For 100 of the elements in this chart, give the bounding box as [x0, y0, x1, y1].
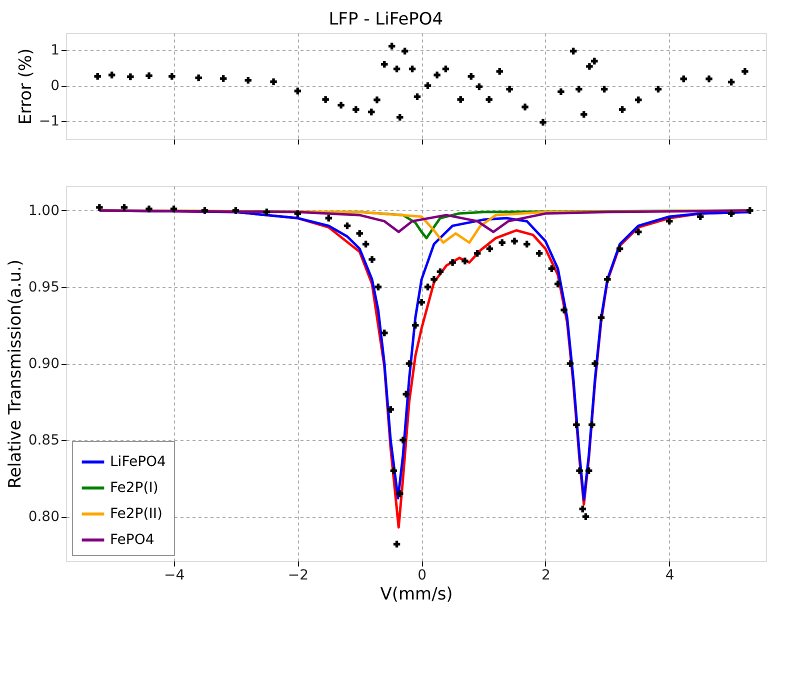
point: [582, 513, 590, 520]
point: [424, 82, 432, 89]
point: [294, 210, 302, 217]
point: [412, 322, 419, 329]
point: [406, 360, 413, 367]
point: [436, 268, 444, 276]
y-axis-title: Relative Transmission(a.u.): [5, 259, 26, 489]
y-tick-label: 0.85: [28, 432, 60, 449]
point: [449, 259, 456, 266]
point: [696, 213, 704, 220]
point: [511, 238, 518, 244]
x-tick-label: −2: [288, 568, 308, 584]
point: [635, 96, 642, 104]
point: [742, 68, 748, 75]
point: [381, 60, 388, 68]
point: [666, 218, 673, 225]
y-tick-label: 0.90: [28, 356, 60, 372]
point: [496, 68, 503, 75]
point: [540, 118, 546, 126]
point: [168, 73, 176, 80]
legend-label: LiFePO4: [110, 454, 166, 470]
point: [356, 230, 363, 237]
point: [414, 93, 421, 100]
point: [390, 467, 398, 474]
point: [362, 240, 370, 248]
legend-label: FePO4: [110, 532, 154, 548]
point: [146, 72, 152, 80]
point: [580, 111, 588, 118]
point: [402, 390, 410, 398]
point: [418, 298, 425, 306]
point: [201, 207, 208, 214]
point: [486, 245, 494, 252]
point: [96, 204, 103, 211]
point: [322, 96, 329, 103]
point: [195, 74, 202, 82]
point: [220, 75, 227, 82]
point: [616, 245, 624, 252]
point: [263, 208, 270, 216]
point: [388, 42, 396, 50]
chart-title: LFP - LiFePO4: [328, 10, 444, 30]
point: [352, 106, 360, 113]
point: [108, 72, 116, 78]
y-tick-label: −1: [38, 114, 60, 130]
y-tick-label: 1.00: [28, 202, 60, 219]
point: [120, 204, 128, 211]
point: [462, 258, 468, 264]
point: [434, 72, 440, 78]
point: [706, 76, 712, 82]
point: [468, 73, 474, 80]
y-tick-label: 0: [50, 78, 60, 94]
point: [570, 48, 577, 54]
point: [598, 314, 605, 321]
point: [728, 78, 735, 86]
point: [680, 76, 687, 82]
point: [592, 360, 598, 367]
point: [474, 250, 481, 257]
point: [396, 490, 404, 498]
point: [393, 66, 400, 72]
point: [522, 104, 528, 110]
x-tick-label: 2: [542, 568, 550, 584]
point: [244, 76, 252, 84]
point: [401, 48, 408, 54]
point: [654, 86, 662, 93]
point: [442, 66, 450, 72]
point: [476, 83, 483, 90]
point: [486, 96, 492, 103]
point: [585, 467, 592, 474]
x-tick-label: −4: [164, 568, 185, 584]
point: [374, 96, 380, 104]
point: [127, 73, 134, 80]
point: [457, 96, 464, 103]
point: [576, 86, 582, 93]
point: [424, 284, 432, 290]
point: [146, 206, 152, 212]
point: [604, 276, 611, 283]
point: [573, 421, 580, 428]
point: [368, 108, 375, 116]
point: [270, 78, 277, 86]
point: [560, 306, 568, 314]
point: [728, 210, 735, 217]
point: [600, 86, 608, 93]
point: [618, 106, 626, 113]
x-axis-title: V(mm/s): [380, 584, 453, 604]
point: [374, 284, 382, 290]
point: [588, 421, 596, 428]
point: [554, 280, 562, 288]
point: [387, 406, 394, 413]
legend-label: Fe2P(I): [110, 480, 158, 496]
point: [498, 239, 506, 246]
point: [170, 206, 178, 212]
point: [548, 265, 556, 272]
point: [396, 114, 404, 121]
point: [400, 436, 406, 444]
point: [536, 250, 543, 257]
point: [506, 86, 513, 93]
point: [393, 540, 400, 548]
point: [381, 330, 388, 336]
point: [566, 360, 574, 367]
y-axis-title: Error (%): [16, 48, 36, 125]
y-tick-label: 0.80: [28, 509, 60, 526]
